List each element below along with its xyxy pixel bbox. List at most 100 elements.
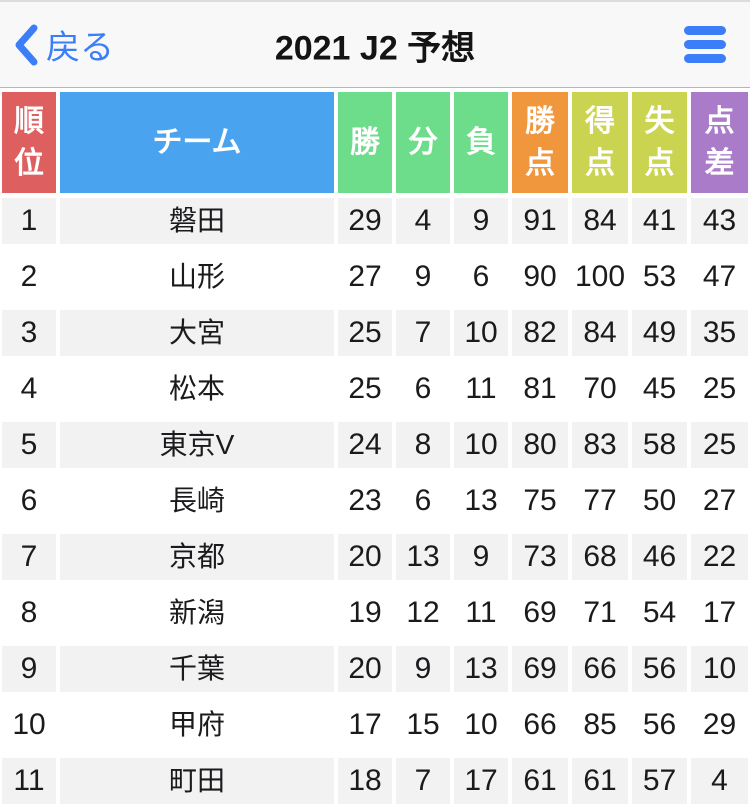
cell-goal_diff: 4 — [689, 753, 750, 808]
cell-team: 東京V — [58, 417, 336, 473]
cell-points: 69 — [510, 585, 570, 641]
cell-goals_for: 66 — [570, 641, 630, 697]
cell-draws: 13 — [394, 529, 452, 585]
cell-wins: 29 — [336, 193, 394, 249]
column-header-rank: 順位 — [0, 92, 58, 193]
table-row: 6 長崎 23 6 13 75 77 50 27 — [0, 473, 750, 529]
cell-draws: 9 — [394, 249, 452, 305]
cell-goals_against: 58 — [630, 417, 689, 473]
cell-goal_diff: 27 — [689, 473, 750, 529]
cell-goals_against: 49 — [630, 305, 689, 361]
cell-draws: 6 — [394, 473, 452, 529]
cell-rank: 11 — [0, 753, 58, 808]
column-header-wins: 勝 — [336, 92, 394, 193]
cell-draws: 12 — [394, 585, 452, 641]
table-row: 8 新潟 19 12 11 69 71 54 17 — [0, 585, 750, 641]
cell-wins: 24 — [336, 417, 394, 473]
back-button-label: 戻る — [46, 29, 114, 67]
cell-wins: 19 — [336, 585, 394, 641]
cell-draws: 8 — [394, 417, 452, 473]
page-title: 2021 J2 予想 — [274, 29, 476, 67]
menu-button[interactable] — [680, 22, 730, 67]
navbar: 戻る 2021 J2 予想 — [0, 0, 750, 88]
cell-wins: 25 — [336, 361, 394, 417]
cell-goal_diff: 35 — [689, 305, 750, 361]
cell-goals_for: 100 — [570, 249, 630, 305]
cell-draws: 6 — [394, 361, 452, 417]
table-row: 7 京都 20 13 9 73 68 46 22 — [0, 529, 750, 585]
cell-rank: 3 — [0, 305, 58, 361]
column-header-goals_against: 失点 — [630, 92, 689, 193]
cell-losses: 6 — [452, 249, 510, 305]
cell-wins: 20 — [336, 641, 394, 697]
cell-losses: 10 — [452, 417, 510, 473]
cell-goals_against: 57 — [630, 753, 689, 808]
cell-wins: 20 — [336, 529, 394, 585]
cell-points: 82 — [510, 305, 570, 361]
cell-goals_against: 56 — [630, 697, 689, 753]
table-row: 11 町田 18 7 17 61 61 57 4 — [0, 753, 750, 808]
hamburger-menu-icon — [684, 26, 726, 63]
cell-losses: 13 — [452, 641, 510, 697]
cell-losses: 11 — [452, 585, 510, 641]
table-header-row: 順位 チーム勝分負勝点 得点 失点 点差 — [0, 92, 750, 193]
cell-goals_against: 45 — [630, 361, 689, 417]
cell-rank: 5 — [0, 417, 58, 473]
cell-goal_diff: 29 — [689, 697, 750, 753]
column-header-points: 勝点 — [510, 92, 570, 193]
cell-team: 千葉 — [58, 641, 336, 697]
cell-goals_for: 83 — [570, 417, 630, 473]
cell-goals_for: 84 — [570, 305, 630, 361]
cell-goal_diff: 47 — [689, 249, 750, 305]
cell-goals_against: 56 — [630, 641, 689, 697]
cell-rank: 4 — [0, 361, 58, 417]
cell-points: 73 — [510, 529, 570, 585]
cell-rank: 7 — [0, 529, 58, 585]
cell-team: 新潟 — [58, 585, 336, 641]
cell-draws: 7 — [394, 305, 452, 361]
cell-goals_for: 71 — [570, 585, 630, 641]
cell-losses: 9 — [452, 529, 510, 585]
cell-points: 69 — [510, 641, 570, 697]
back-button[interactable]: 戻る — [14, 20, 114, 69]
cell-draws: 4 — [394, 193, 452, 249]
cell-losses: 17 — [452, 753, 510, 808]
cell-goals_for: 84 — [570, 193, 630, 249]
cell-goals_for: 85 — [570, 697, 630, 753]
cell-goals_against: 54 — [630, 585, 689, 641]
column-header-draws: 分 — [394, 92, 452, 193]
cell-losses: 11 — [452, 361, 510, 417]
cell-draws: 9 — [394, 641, 452, 697]
cell-wins: 23 — [336, 473, 394, 529]
cell-goal_diff: 22 — [689, 529, 750, 585]
cell-losses: 9 — [452, 193, 510, 249]
cell-points: 61 — [510, 753, 570, 808]
column-header-goal_diff: 点差 — [689, 92, 750, 193]
cell-goals_against: 50 — [630, 473, 689, 529]
cell-goal_diff: 25 — [689, 361, 750, 417]
cell-team: 京都 — [58, 529, 336, 585]
cell-rank: 8 — [0, 585, 58, 641]
cell-goals_for: 70 — [570, 361, 630, 417]
standings-table-container: 順位 チーム勝分負勝点 得点 失点 点差 1 磐田 29 4 9 91 84 41 43 2 山形 27 9 6 9… — [0, 88, 750, 808]
chevron-left-icon — [15, 24, 38, 65]
column-header-goals_for: 得点 — [570, 92, 630, 193]
table-row: 9 千葉 20 9 13 69 66 56 10 — [0, 641, 750, 697]
cell-team: 松本 — [58, 361, 336, 417]
table-row: 10 甲府 17 15 10 66 85 56 29 — [0, 697, 750, 753]
cell-points: 75 — [510, 473, 570, 529]
cell-rank: 2 — [0, 249, 58, 305]
cell-rank: 6 — [0, 473, 58, 529]
cell-points: 80 — [510, 417, 570, 473]
cell-draws: 7 — [394, 753, 452, 808]
cell-rank: 10 — [0, 697, 58, 753]
cell-goals_against: 41 — [630, 193, 689, 249]
cell-wins: 25 — [336, 305, 394, 361]
cell-points: 66 — [510, 697, 570, 753]
cell-team: 山形 — [58, 249, 336, 305]
cell-goals_against: 53 — [630, 249, 689, 305]
cell-wins: 27 — [336, 249, 394, 305]
cell-wins: 18 — [336, 753, 394, 808]
column-header-losses: 負 — [452, 92, 510, 193]
cell-team: 長崎 — [58, 473, 336, 529]
